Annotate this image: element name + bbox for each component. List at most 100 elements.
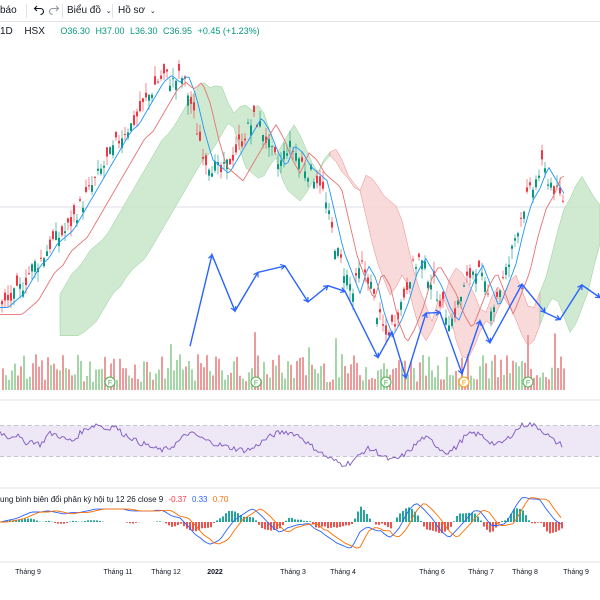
macd-histogram-bar [255,520,257,522]
volume-bar [359,375,361,390]
candle-body [424,261,426,269]
volume-bar [272,359,274,390]
candle-body [559,187,561,194]
macd-histogram-bar [432,522,434,531]
wave-arrowhead [339,287,347,294]
macd-histogram-bar [222,516,224,522]
candle-body [1,301,3,305]
wave-arrowhead [373,352,379,359]
macd-histogram-bar [402,510,404,522]
volume-bar [194,380,196,390]
candle-body [187,95,189,106]
macd-histogram-bar [348,522,350,526]
event-marker-label: F [462,380,466,387]
candle-body [178,63,180,71]
chart-menu-button[interactable]: Biểu đồ ⌄ [67,3,112,20]
volume-bar [29,376,31,390]
candle-body [136,111,138,117]
candle-body [280,160,282,166]
volume-bar [68,369,70,390]
candle-body [358,268,360,279]
macd-histogram-bar [558,522,560,531]
macd-histogram-bar [468,512,470,522]
candle-body [7,294,9,301]
candle-body [121,138,123,148]
volume-bar [401,361,403,390]
volume-bar [11,370,13,390]
macd-histogram-bar [447,522,449,530]
volume-bar [293,378,295,390]
candle-body [508,264,510,267]
macd-histogram-bar [426,522,428,530]
candle-body [466,271,468,276]
macd-histogram-bar [339,522,341,528]
macd-histogram-bar [75,521,77,522]
wave-arrowhead [421,312,428,319]
candle-body [553,186,555,195]
candle-body [448,325,450,332]
candle-body [109,147,111,155]
candle-body [22,290,24,297]
macd-histogram-bar [180,522,182,524]
volume-bar [299,357,301,390]
volume-bar [65,368,67,390]
volume-bar [557,367,559,390]
macd-histogram-bar [396,517,398,522]
macd-histogram-bar [387,522,389,528]
candle-body [292,151,294,153]
candle-body [40,257,42,259]
macd-histogram-bar [183,522,185,527]
candle-body [220,164,222,173]
macd-histogram-bar [204,522,206,529]
volume-bar [479,366,481,390]
macd-histogram-bar [231,510,233,522]
candle-body [250,125,252,136]
macd-title[interactable]: ung bình biên đổi phân kỳ hội tụ 12 26 c… [0,495,164,504]
volume-bar [26,378,28,390]
undo-icon[interactable] [33,3,45,21]
chevron-down-icon: ⌄ [149,8,156,15]
redo-icon[interactable] [48,3,60,21]
volume-bar [164,378,166,390]
candle-body [535,179,537,188]
candle-body [316,175,318,184]
candle-body [310,164,312,170]
macd-histogram-bar [252,517,254,522]
candle-body [139,100,141,112]
macd-histogram-bar [477,516,479,522]
event-marker [522,376,534,388]
volume-bar [470,375,472,390]
candle-body [373,288,375,294]
volume-bar [332,379,334,390]
interval-label[interactable]: 1D [0,26,13,37]
candle-body [34,261,36,272]
candle-body [163,64,165,74]
profile-menu-button[interactable]: Hồ sơ ⌄ [118,3,156,20]
report-menu[interactable]: báo [0,5,17,16]
volume-bar [200,363,202,390]
candle-body [106,147,108,157]
macd-histogram-bar [198,522,200,531]
macd-histogram-bar [228,510,230,522]
volume-bar [287,361,289,390]
volume-bar [548,379,550,390]
candle-body [403,288,405,298]
volume-bar [503,375,505,390]
volume-bar [506,355,508,390]
macd-histogram-bar [522,510,524,522]
macd-histogram-bar [399,513,401,522]
volume-bar [38,366,40,390]
wave-arrowhead [485,337,492,344]
volume-bar [308,347,310,390]
toolbar-divider [26,4,27,18]
candle-body [313,181,315,189]
candle-body [439,300,441,307]
volume-bar [425,375,427,390]
volume-bar [317,373,319,390]
candle-body [148,94,150,101]
candle-body [415,267,417,269]
candle-body [271,145,273,147]
candle-body [433,271,435,277]
volume-bar [494,354,496,390]
